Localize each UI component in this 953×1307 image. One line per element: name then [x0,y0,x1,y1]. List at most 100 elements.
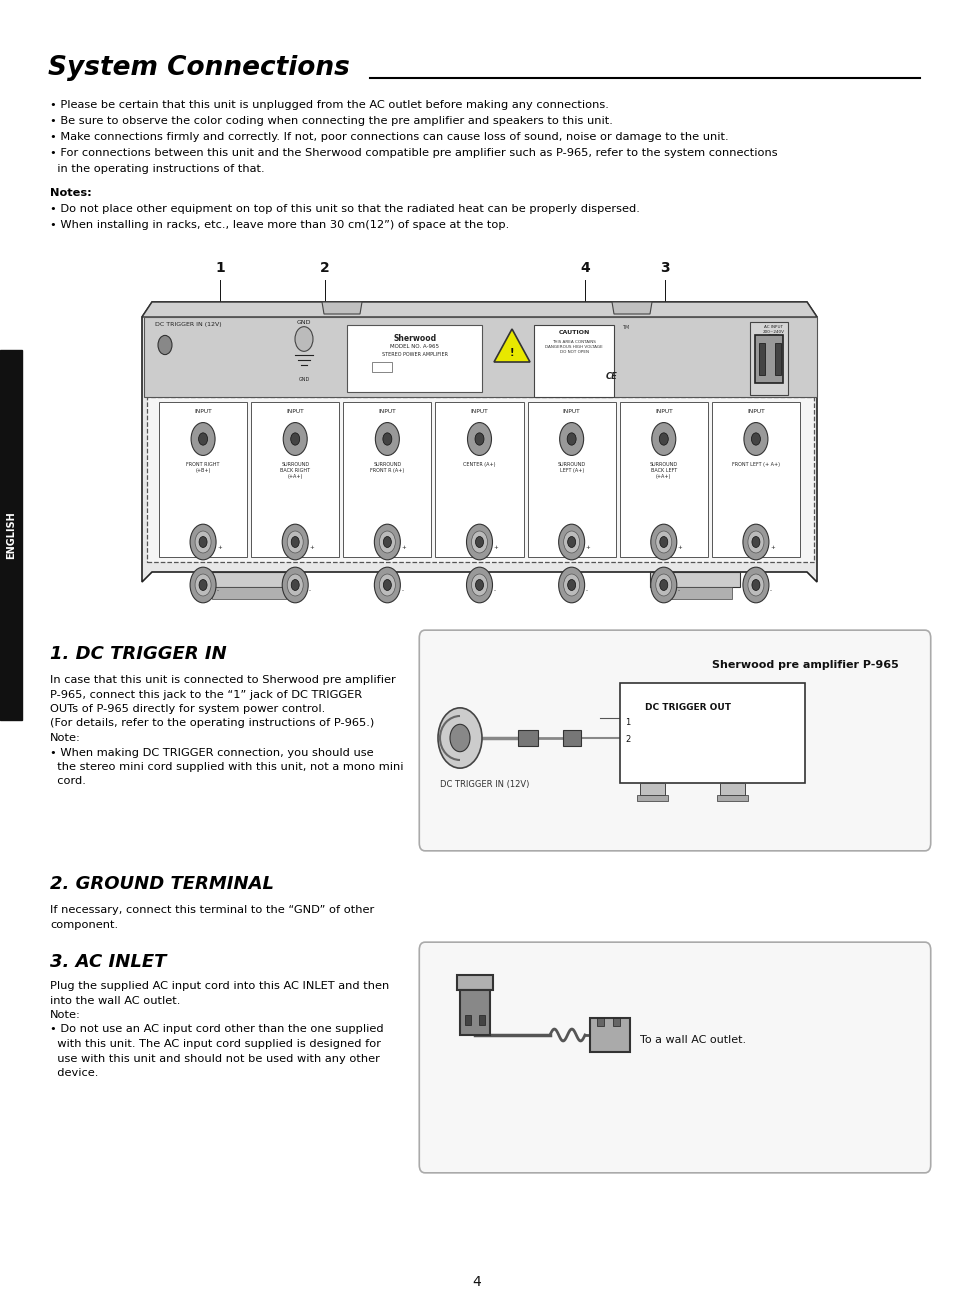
Text: CE: CE [605,372,618,382]
Text: TM: TM [621,325,629,329]
Text: SURROUND
BACK LEFT
(+A+): SURROUND BACK LEFT (+A+) [649,461,678,478]
Circle shape [567,536,575,548]
Text: OUTs of P-965 directly for system power control.: OUTs of P-965 directly for system power … [50,704,325,714]
Circle shape [383,579,391,591]
Text: -: - [493,588,495,593]
Text: INPUT: INPUT [562,409,579,414]
Bar [347,325,481,392]
Text: FRONT RIGHT
(+B+): FRONT RIGHT (+B+) [186,461,219,473]
Text: • When making DC TRIGGER connection, you should use: • When making DC TRIGGER connection, you… [50,748,374,758]
Circle shape [194,531,211,553]
Circle shape [158,336,172,354]
Text: • Make connections firmly and correctly. If not, poor connections can cause loss: • Make connections firmly and correctly.… [50,132,728,142]
Circle shape [659,536,667,548]
Circle shape [751,579,760,591]
Text: with this unit. The AC input cord supplied is designed for: with this unit. The AC input cord suppli… [50,1039,380,1050]
Bar [0,350,22,720]
Text: use with this unit and should not be used with any other: use with this unit and should not be use… [50,1053,379,1064]
Circle shape [475,433,483,446]
Circle shape [374,524,400,559]
Bar [720,783,744,795]
Text: ENGLISH: ENGLISH [6,511,16,559]
Text: into the wall AC outlet.: into the wall AC outlet. [50,996,180,1005]
Bar [159,403,247,557]
Circle shape [282,567,308,603]
Text: -: - [585,588,587,593]
Text: 2. GROUND TERMINAL: 2. GROUND TERMINAL [50,874,274,893]
Text: THIS AREA CONTAINS
DANGEROUS HIGH VOLTAGE
DO NOT OPEN: THIS AREA CONTAINS DANGEROUS HIGH VOLTAG… [544,340,602,354]
Bar [589,1018,629,1052]
Bar [562,731,580,746]
Text: 3: 3 [659,261,669,274]
Text: +: + [309,545,314,550]
Bar [613,1018,619,1026]
Circle shape [199,536,207,548]
Bar [658,587,731,599]
Text: Note:: Note: [50,1010,81,1019]
Circle shape [190,567,215,603]
Circle shape [379,531,395,553]
Text: INPUT: INPUT [470,409,488,414]
Circle shape [466,567,492,603]
Text: +: + [493,545,497,550]
Text: • For connections between this unit and the Sherwood compatible pre amplifier su: • For connections between this unit and … [50,148,777,158]
Circle shape [374,567,400,603]
Text: To a wall AC outlet.: To a wall AC outlet. [639,1035,745,1046]
Bar [251,403,339,557]
Bar [717,795,747,801]
Bar [212,587,286,599]
Text: Sherwood pre amplifier P-965: Sherwood pre amplifier P-965 [711,660,898,670]
Text: -: - [677,588,679,593]
Text: System Connections: System Connections [48,55,350,81]
Circle shape [659,579,667,591]
Text: device.: device. [50,1068,98,1078]
Text: -: - [401,588,403,593]
Text: CAUTION: CAUTION [558,329,589,335]
Circle shape [751,433,760,446]
Text: P-965, connect this jack to the “1” jack of DC TRIGGER: P-965, connect this jack to the “1” jack… [50,690,362,699]
Text: Plug the supplied AC input cord into this AC INLET and then: Plug the supplied AC input cord into thi… [50,982,389,991]
Bar [147,397,813,562]
Circle shape [383,536,391,548]
Circle shape [558,567,584,603]
Circle shape [466,524,492,559]
Bar [144,318,816,397]
Text: (For details, refer to the operating instructions of P-965.): (For details, refer to the operating ins… [50,719,374,728]
Text: INPUT: INPUT [286,409,304,414]
Text: 4: 4 [579,261,589,274]
Text: Sherwood: Sherwood [393,335,436,342]
Bar [527,403,615,557]
Bar [711,403,800,557]
Circle shape [742,524,768,559]
Circle shape [291,579,299,591]
Polygon shape [142,302,816,582]
Polygon shape [322,302,361,314]
Circle shape [282,524,308,559]
Circle shape [467,422,491,455]
Bar [204,572,294,587]
Text: +: + [217,545,222,550]
Circle shape [567,579,575,591]
Circle shape [659,433,668,446]
Text: • Please be certain that this unit is unplugged from the AC outlet before making: • Please be certain that this unit is un… [50,101,608,110]
Bar [637,795,667,801]
Text: DC TRIGGER IN (12V): DC TRIGGER IN (12V) [439,780,529,789]
Circle shape [563,574,579,596]
Text: 4: 4 [472,1276,481,1289]
Text: 1: 1 [214,261,225,274]
Circle shape [382,433,392,446]
Bar [639,783,664,795]
Text: GND: GND [296,320,311,325]
Text: DC TRIGGER OUT: DC TRIGGER OUT [644,703,730,712]
Text: INPUT: INPUT [655,409,672,414]
Circle shape [651,422,675,455]
Circle shape [650,567,676,603]
Circle shape [743,422,767,455]
Circle shape [199,579,207,591]
Bar [749,322,787,395]
Circle shape [563,531,579,553]
Circle shape [655,574,671,596]
Text: GND: GND [298,376,310,382]
Text: FRONT LEFT (+ A+): FRONT LEFT (+ A+) [731,461,780,467]
Text: • When installing in racks, etc., leave more than 30 cm(12”) of space at the top: • When installing in racks, etc., leave … [50,220,509,230]
